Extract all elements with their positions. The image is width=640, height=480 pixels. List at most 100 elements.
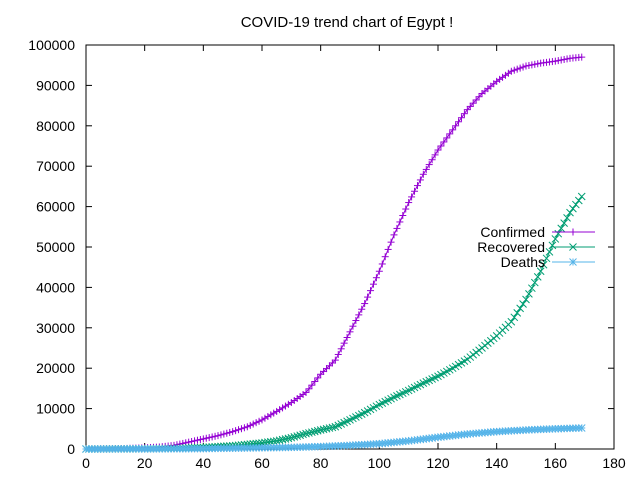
data-point (337, 345, 345, 353)
data-point (328, 423, 337, 432)
data-point (319, 425, 328, 434)
data-point (375, 267, 383, 275)
data-point (246, 421, 254, 429)
data-point (202, 434, 210, 442)
data-point (437, 142, 445, 150)
data-point (205, 434, 213, 442)
marker-stroke (310, 427, 319, 436)
data-point (393, 224, 401, 232)
data-point (308, 381, 316, 389)
data-point (507, 67, 515, 75)
data-point (381, 253, 389, 261)
data-point (311, 378, 319, 386)
data-point (452, 122, 460, 130)
data-point (572, 200, 580, 209)
marker-stroke (266, 437, 275, 446)
data-point (536, 267, 545, 276)
marker-stroke (574, 196, 583, 205)
marker-stroke (569, 258, 577, 266)
data-point (574, 196, 583, 205)
data-point (322, 424, 331, 433)
data-point (577, 424, 586, 432)
data-point (316, 426, 325, 434)
data-point (416, 176, 424, 184)
data-point (513, 308, 522, 317)
data-point (237, 425, 245, 433)
data-point (449, 126, 457, 134)
marker-stroke (560, 219, 568, 228)
data-point (563, 55, 571, 63)
data-point (299, 430, 307, 439)
series-deaths (82, 424, 586, 453)
data-point (243, 423, 251, 431)
data-point (223, 429, 231, 437)
data-point (455, 118, 463, 126)
data-point (539, 260, 548, 269)
data-point (331, 356, 339, 364)
marker-stroke (290, 433, 299, 441)
marker-stroke (519, 300, 527, 308)
y-tick-label: 40000 (36, 279, 75, 295)
data-point (372, 274, 380, 282)
marker-stroke (305, 429, 313, 437)
data-point (208, 433, 216, 441)
data-point (577, 192, 586, 201)
y-tick-label: 100000 (28, 37, 75, 53)
data-point (340, 339, 348, 347)
data-point (229, 428, 237, 436)
data-point (278, 435, 287, 444)
legend-marker (569, 258, 577, 266)
data-point (522, 295, 530, 304)
data-point (560, 55, 568, 63)
marker-stroke (545, 247, 554, 256)
data-point (310, 427, 319, 436)
data-point (563, 214, 571, 222)
data-point (226, 428, 234, 436)
data-point (507, 317, 516, 326)
data-point (419, 170, 427, 178)
data-point (548, 241, 557, 250)
marker-stroke (530, 278, 539, 287)
data-point (440, 138, 448, 146)
marker-stroke (510, 313, 519, 322)
y-tick-label: 0 (67, 441, 75, 457)
data-point (542, 254, 551, 263)
data-point (191, 437, 199, 445)
data-point (533, 273, 542, 281)
data-point (361, 300, 369, 308)
data-point (296, 431, 304, 440)
data-point (566, 208, 574, 217)
marker-stroke (322, 424, 331, 433)
data-point (249, 420, 257, 428)
data-point (258, 416, 266, 424)
data-point (343, 333, 351, 341)
marker-stroke (577, 192, 586, 201)
marker-stroke (278, 435, 287, 444)
data-point (211, 432, 219, 440)
y-tick-label: 60000 (36, 199, 75, 215)
y-tick-label: 20000 (36, 360, 75, 376)
marker-stroke (302, 429, 310, 438)
data-point (252, 419, 260, 427)
data-point (516, 304, 524, 313)
data-point (578, 53, 586, 61)
data-point (240, 424, 248, 432)
data-point (196, 436, 204, 444)
data-point (346, 328, 354, 336)
y-tick-label: 10000 (36, 401, 75, 417)
data-point (334, 350, 342, 358)
data-point (325, 424, 334, 432)
data-point (425, 161, 433, 169)
x-tick-label: 20 (137, 455, 153, 471)
data-point (525, 61, 533, 69)
data-point (287, 433, 296, 442)
data-point (399, 211, 407, 219)
marker-stroke (551, 235, 560, 243)
data-point (408, 193, 416, 201)
x-tick-label: 60 (254, 455, 270, 471)
data-point (290, 433, 299, 441)
marker-stroke (569, 243, 577, 251)
